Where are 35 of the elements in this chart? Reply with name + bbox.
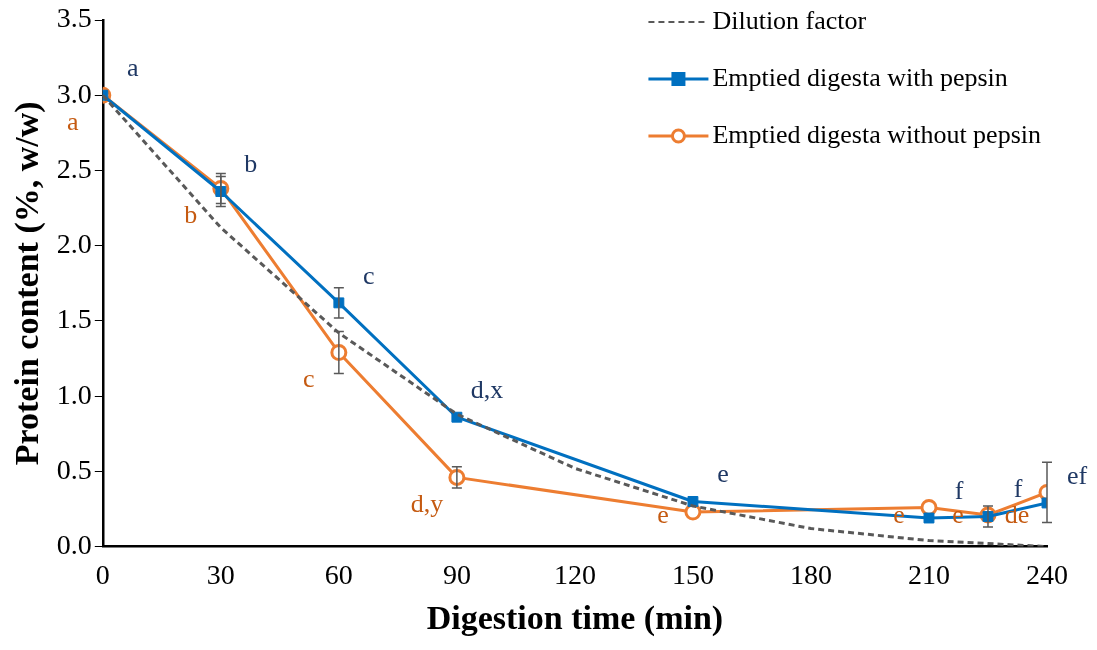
x-tick-label: 120: [553, 558, 596, 590]
legend-label: Emptied digesta without pepsin: [712, 119, 1042, 149]
data-label: d,x: [470, 375, 504, 405]
data-label: e: [717, 459, 729, 489]
x-tick-label: 150: [671, 558, 714, 590]
data-label: a: [67, 107, 80, 137]
legend-label: Emptied digesta with pepsin: [712, 62, 1008, 92]
x-axis-title: Digestion time (min): [426, 599, 724, 638]
y-tick-label: 2.0: [56, 228, 92, 260]
data-label: b: [184, 200, 198, 230]
data-label: d,y: [410, 489, 444, 519]
y-tick-label: 0.0: [56, 528, 92, 560]
data-label: c: [363, 260, 375, 290]
x-tick-label: 90: [442, 558, 471, 590]
data-label: c: [303, 364, 315, 394]
x-tick-label: 240: [1026, 558, 1068, 590]
data-label: a: [127, 53, 140, 83]
x-tick-label: 0: [95, 558, 110, 590]
x-tick-label: 180: [789, 558, 832, 590]
y-tick-label: 2.5: [56, 152, 92, 184]
x-tick-label: 60: [324, 558, 353, 590]
y-tick-label: 0.5: [56, 453, 92, 485]
y-axis-title: Protein content (%, w/w): [8, 101, 47, 466]
data-label: f: [1013, 474, 1023, 504]
x-tick-label: 210: [907, 558, 950, 590]
data-label: ef: [1066, 460, 1088, 490]
y-tick-label: 1.5: [56, 303, 92, 335]
data-label: f: [954, 475, 964, 505]
y-tick-label: 3.5: [56, 2, 92, 34]
y-tick-label: 1.0: [56, 378, 92, 410]
data-label: b: [244, 149, 258, 179]
data-label: e: [657, 500, 669, 530]
y-tick-label: 3.0: [56, 77, 92, 109]
x-tick-label: 30: [206, 558, 235, 590]
legend-label: Dilution factor: [712, 5, 867, 35]
